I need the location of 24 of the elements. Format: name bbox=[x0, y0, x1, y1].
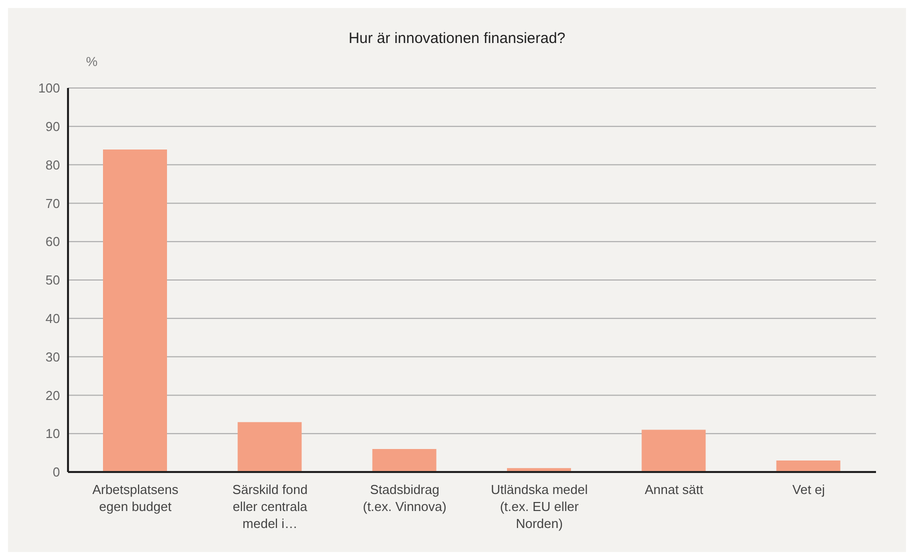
bar bbox=[372, 448, 436, 472]
x-tick-label: Utländska medel (t.ex. EU eller Norden) bbox=[490, 482, 588, 531]
y-tick-label: 30 bbox=[46, 349, 60, 364]
y-tick-label: 10 bbox=[46, 426, 60, 442]
y-tick-label: 100 bbox=[38, 80, 60, 96]
bar bbox=[642, 430, 706, 472]
bar bbox=[103, 149, 167, 472]
y-tick-label: 0 bbox=[52, 464, 60, 480]
chart-title: Hur är innovationen finansierad? bbox=[348, 30, 566, 47]
y-tick-label: 20 bbox=[46, 388, 60, 403]
bar bbox=[238, 422, 302, 472]
y-tick-label: 50 bbox=[46, 272, 60, 288]
y-tick-label: 80 bbox=[46, 157, 60, 172]
y-tick-label: 40 bbox=[46, 311, 60, 326]
x-tick-label: Stadsbidrag (t.ex. Vinnova) bbox=[362, 482, 446, 514]
y-tick-label: 60 bbox=[46, 234, 60, 250]
y-tick-label: 70 bbox=[46, 196, 60, 211]
bar bbox=[776, 460, 840, 472]
x-tick-label: Särskild fond eller centrala medel i… bbox=[232, 482, 308, 531]
x-tick-label: Arbetsplatsens egen budget bbox=[92, 482, 179, 514]
x-tick-label: Vet ej bbox=[792, 482, 826, 497]
x-tick-label: Annat sätt bbox=[644, 482, 704, 497]
y-axis-title: % bbox=[86, 54, 98, 69]
y-tick-label: 90 bbox=[46, 119, 60, 134]
